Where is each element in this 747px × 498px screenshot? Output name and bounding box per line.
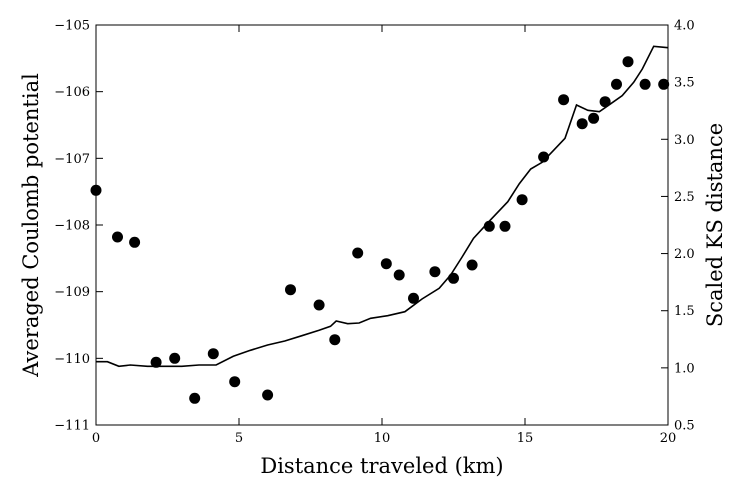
scatter-point	[229, 376, 241, 388]
scatter-point	[558, 94, 570, 106]
x-tick-label: 0	[92, 431, 100, 446]
ticks: 0 5 10 15 20 −111 −110 −109 −108 −107 −106 −105 0.5 1…	[54, 19, 694, 447]
scatter-point	[262, 389, 274, 401]
y-right-tick-label: 3.0	[674, 133, 695, 148]
y-left-tick-label: −105	[54, 19, 90, 34]
y-left-tick-label: −108	[54, 219, 90, 234]
scatter-point	[393, 269, 405, 281]
y-left-tick-label: −110	[54, 352, 90, 367]
scatter-point	[169, 352, 181, 364]
y-left-tick-label: −109	[54, 285, 90, 300]
ks-distance-line	[96, 45, 669, 368]
x-axis-label: Distance traveled (km)	[260, 454, 503, 478]
scatter-point	[576, 118, 588, 130]
plot-area	[90, 45, 670, 404]
scatter-point	[207, 348, 219, 360]
scatter-point	[352, 247, 364, 259]
y-right-tick-label: 0.5	[674, 419, 695, 434]
y-right-tick-label: 2.0	[674, 247, 695, 262]
scatter-point	[516, 194, 528, 206]
scatter-point	[313, 299, 325, 311]
y-left-tick-label: −106	[54, 85, 90, 100]
scatter-point	[639, 78, 651, 90]
scatter-point	[658, 78, 670, 90]
scatter-point	[112, 231, 123, 243]
y-axis-left-label: Averaged Coulomb potential	[19, 73, 43, 378]
scatter-point	[150, 356, 162, 368]
x-tick-label: 5	[235, 431, 243, 446]
scatter-point	[466, 259, 478, 271]
scatter-point	[499, 220, 511, 232]
x-tick-label: 10	[374, 431, 391, 446]
y-axis-right-label: Scaled KS distance	[703, 123, 727, 327]
scatter-point	[448, 272, 459, 284]
scatter-point	[429, 266, 441, 278]
y-right-tick-label: 2.5	[674, 190, 695, 205]
y-left-tick-label: −111	[54, 419, 90, 434]
y-right-tick-label: 1.5	[674, 304, 695, 319]
scatter-point	[285, 284, 296, 296]
scatter-point	[329, 334, 341, 346]
scatter-point	[611, 78, 622, 90]
scatter-point	[588, 112, 600, 124]
scatter-point	[483, 220, 495, 232]
y-right-tick-label: 3.5	[674, 76, 695, 91]
scatter-point	[599, 96, 611, 108]
y-left-tick-label: −107	[54, 152, 90, 167]
scatter-point	[129, 236, 141, 248]
y-right-tick-label: 1.0	[674, 361, 695, 376]
scatter-point	[189, 392, 201, 404]
scatter-point	[408, 292, 419, 304]
scatter-point	[622, 56, 634, 68]
scatter-point	[380, 258, 392, 270]
plot-frame	[95, 24, 669, 426]
scatter-point	[538, 151, 550, 163]
x-tick-label: 15	[517, 431, 534, 446]
x-tick-label: 20	[660, 431, 677, 446]
y-right-tick-label: 4.0	[674, 19, 695, 34]
